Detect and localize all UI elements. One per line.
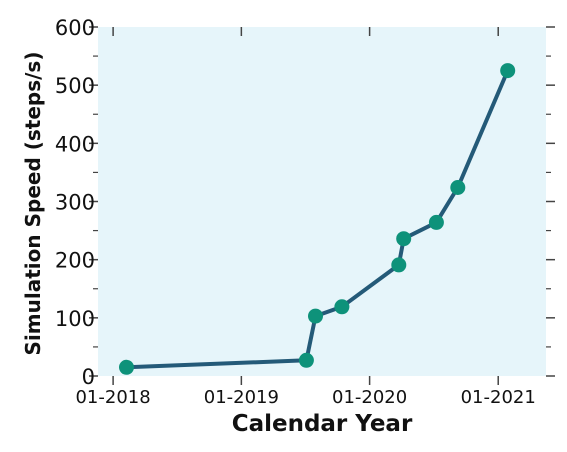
data-point — [119, 359, 134, 375]
x-tick-label: 01-2020 — [332, 387, 407, 408]
data-point — [428, 214, 444, 230]
axis-ticks — [89, 26, 555, 385]
y-tick-label: 600 — [55, 16, 95, 40]
x-tick-label: 01-2021 — [461, 387, 536, 408]
y-tick-label: 500 — [55, 74, 95, 98]
tick-labels: 0 100 200 300 400 500 600 01-2018 01-2019 01-2020… — [55, 16, 536, 408]
y-tick-label: 0 — [82, 365, 95, 389]
data-point — [298, 352, 314, 368]
data-point — [450, 180, 466, 195]
x-tick-label: 01-2019 — [204, 387, 279, 408]
x-tick-label: 01-2018 — [75, 387, 150, 408]
data-point — [396, 231, 412, 247]
data-point — [500, 63, 516, 79]
plot-area — [98, 27, 546, 376]
y-axis-title: Simulation Speed (steps/s) — [21, 52, 45, 356]
series-layer — [119, 63, 516, 375]
data-point — [391, 257, 407, 273]
y-tick-label: 300 — [55, 191, 95, 215]
data-point — [334, 299, 350, 315]
data-point — [308, 308, 323, 324]
y-tick-label: 100 — [55, 307, 95, 331]
y-tick-label: 200 — [55, 249, 95, 273]
x-axis-title: Calendar Year — [232, 411, 413, 437]
y-tick-label: 400 — [55, 132, 95, 156]
